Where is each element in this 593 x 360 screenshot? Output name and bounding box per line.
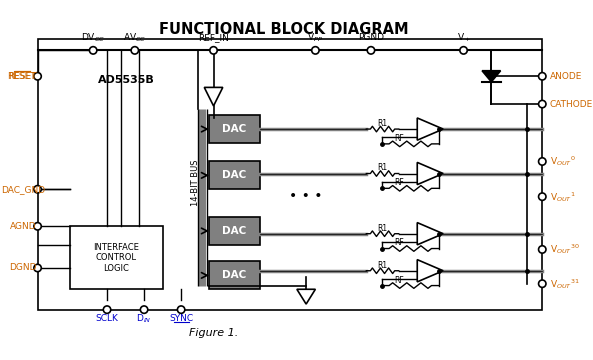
Circle shape [103, 306, 111, 313]
Polygon shape [417, 162, 443, 185]
Text: V$_{OUT}$$^1$: V$_{OUT}$$^1$ [550, 190, 575, 204]
Circle shape [177, 306, 185, 313]
Text: DAC: DAC [222, 124, 247, 134]
Text: CATHODE: CATHODE [550, 100, 593, 109]
Circle shape [312, 47, 319, 54]
Circle shape [367, 47, 375, 54]
Circle shape [538, 158, 546, 165]
Circle shape [141, 306, 148, 313]
Text: SYNC: SYNC [169, 314, 193, 323]
Text: FUNCTIONAL BLOCK DIAGRAM: FUNCTIONAL BLOCK DIAGRAM [159, 22, 409, 37]
Text: 14-BIT BUS: 14-BIT BUS [190, 159, 199, 206]
Circle shape [34, 264, 42, 272]
Bar [209, 115, 260, 143]
Text: RESET: RESET [8, 72, 37, 81]
Circle shape [538, 246, 546, 253]
Polygon shape [417, 260, 443, 282]
Text: DGND: DGND [9, 264, 37, 273]
Text: • • •: • • • [289, 189, 323, 203]
Circle shape [460, 47, 467, 54]
Circle shape [210, 47, 217, 54]
Text: R1: R1 [377, 163, 387, 172]
Text: Figure 1.: Figure 1. [189, 328, 238, 338]
Bar [209, 261, 260, 289]
Text: RF: RF [394, 178, 404, 187]
Circle shape [34, 73, 42, 80]
Circle shape [34, 222, 42, 230]
Circle shape [538, 73, 546, 80]
Circle shape [538, 100, 546, 108]
Text: R1: R1 [377, 261, 387, 270]
Circle shape [131, 47, 139, 54]
Circle shape [538, 193, 546, 201]
Circle shape [538, 280, 546, 287]
Text: V$_{PP}$: V$_{PP}$ [307, 31, 323, 44]
Bar [209, 162, 260, 189]
Circle shape [90, 47, 97, 54]
Text: R1: R1 [377, 224, 387, 233]
Text: V$_{OUT}$$^{31}$: V$_{OUT}$$^{31}$ [550, 277, 579, 291]
Text: V$_{OUT}$$^{30}$: V$_{OUT}$$^{30}$ [550, 243, 579, 256]
Text: DAC_GND: DAC_GND [1, 185, 45, 194]
Text: DAC: DAC [222, 270, 247, 280]
Text: REF_IN: REF_IN [198, 33, 229, 42]
Text: AGND: AGND [9, 222, 36, 231]
Text: DAC: DAC [222, 226, 247, 236]
Text: INTERFACE
CONTROL
LOGIC: INTERFACE CONTROL LOGIC [93, 243, 139, 273]
Text: ANODE: ANODE [550, 72, 582, 81]
Text: RF: RF [394, 134, 404, 143]
Text: DAC: DAC [222, 170, 247, 180]
Bar [70, 226, 162, 289]
Text: DV$_{CC}$: DV$_{CC}$ [81, 31, 105, 44]
Text: V$_+$: V$_+$ [457, 31, 471, 44]
Polygon shape [482, 71, 500, 82]
Text: V$_{OUT}$$^0$: V$_{OUT}$$^0$ [550, 154, 575, 168]
Text: SCLK: SCLK [95, 314, 119, 323]
Bar [209, 217, 260, 245]
Polygon shape [204, 87, 223, 106]
Text: R1: R1 [377, 119, 387, 128]
Circle shape [34, 185, 42, 193]
Text: PGND: PGND [358, 33, 384, 42]
Text: AV$_{CC}$: AV$_{CC}$ [123, 31, 146, 44]
Text: RF: RF [394, 238, 404, 247]
Polygon shape [417, 222, 443, 245]
Bar [37, 39, 542, 310]
Text: RESET: RESET [8, 72, 36, 81]
Polygon shape [297, 289, 315, 304]
Text: D$_{IN}$: D$_{IN}$ [136, 312, 152, 325]
Polygon shape [417, 118, 443, 140]
Text: RF: RF [394, 275, 404, 284]
Text: AD5535B: AD5535B [98, 75, 155, 85]
